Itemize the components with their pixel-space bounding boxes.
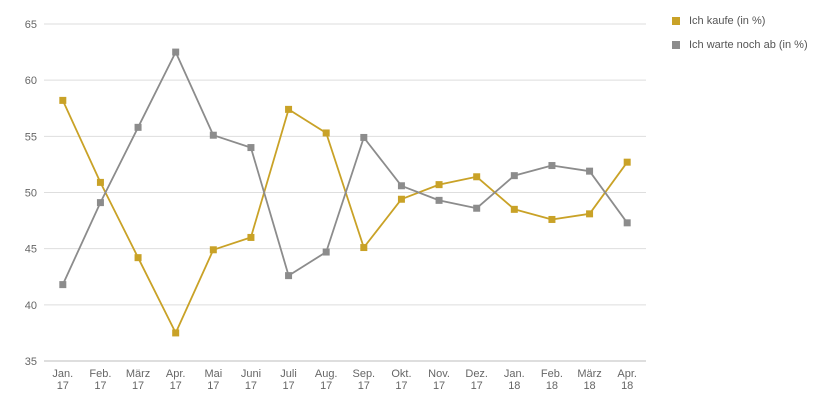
data-point-s2-9 (397, 182, 405, 190)
legend-item-series-1[interactable]: Ich kaufe (in %) (672, 14, 808, 28)
series-line-2 (61, 51, 628, 285)
data-point-s2-8 (360, 133, 368, 141)
legend-swatch-series-2 (672, 41, 680, 49)
data-point-s2-14 (586, 167, 594, 175)
y-tick-label-50: 50 (25, 188, 37, 200)
legend: Ich kaufe (in %) Ich warte noch ab (in %… (672, 14, 808, 62)
data-point-s1-11 (473, 173, 481, 181)
series-line-1 (61, 100, 628, 334)
series-lines (61, 51, 628, 334)
data-point-s2-10 (435, 196, 443, 204)
y-tick-label-35: 35 (25, 356, 37, 368)
data-point-s2-15 (623, 219, 631, 227)
legend-item-series-2[interactable]: Ich warte noch ab (in %) (672, 38, 808, 52)
data-point-s1-10 (435, 181, 443, 189)
data-point-s1-15 (623, 158, 631, 166)
data-point-s1-14 (586, 210, 594, 218)
x-tick-label-1: Feb. 17 (89, 368, 111, 392)
x-tick-label-12: Jan. 18 (504, 368, 525, 392)
data-point-s2-6 (285, 272, 293, 280)
y-tick-label-55: 55 (25, 131, 37, 143)
x-tick-label-2: März 17 (126, 368, 150, 392)
data-point-s2-13 (548, 162, 556, 170)
x-tick-label-7: Aug. 17 (315, 368, 338, 392)
data-point-s1-13 (548, 215, 556, 223)
x-tick-label-9: Okt. 17 (391, 368, 411, 392)
data-point-s1-4 (209, 246, 217, 254)
x-tick-label-13: Feb. 18 (541, 368, 563, 392)
x-tick-label-15: Apr. 18 (617, 368, 637, 392)
legend-swatch-series-1 (672, 17, 680, 25)
data-point-s1-2 (134, 254, 142, 262)
y-tick-label-45: 45 (25, 244, 37, 256)
x-tick-label-5: Juni 17 (241, 368, 261, 392)
x-tick-label-3: Apr. 17 (166, 368, 186, 392)
data-point-s2-11 (473, 204, 481, 212)
x-tick-label-0: Jan. 17 (52, 368, 73, 392)
data-point-s2-2 (134, 123, 142, 131)
x-tick-label-4: Mai 17 (204, 368, 222, 392)
data-point-s1-1 (96, 178, 104, 186)
x-tick-label-11: Dez. 17 (465, 368, 488, 392)
legend-label-series-1: Ich kaufe (in %) (689, 15, 766, 27)
gridlines (44, 23, 646, 362)
y-axis: 35 40 45 50 55 60 65 (25, 19, 37, 368)
data-point-s2-7 (322, 248, 330, 256)
data-point-s1-5 (247, 233, 255, 241)
x-tick-label-8: Sep. 17 (352, 368, 375, 392)
y-tick-label-60: 60 (25, 75, 37, 87)
series-points (59, 48, 631, 337)
y-tick-label-65: 65 (25, 19, 37, 31)
data-point-s2-0 (59, 281, 67, 289)
data-point-s2-4 (209, 131, 217, 139)
y-tick-label-40: 40 (25, 300, 37, 312)
data-point-s1-7 (322, 129, 330, 137)
x-axis: Jan. 17 Feb. 17 März 17 Apr. 17 Mai 17 Juni 17 Juli 1… (52, 368, 637, 392)
data-point-s2-5 (247, 144, 255, 152)
x-tick-label-6: Juli 17 (280, 368, 297, 392)
legend-label-series-2: Ich warte noch ab (in %) (689, 39, 808, 51)
data-point-s1-0 (59, 96, 67, 104)
data-point-s2-12 (510, 172, 518, 180)
data-point-s2-1 (96, 199, 104, 207)
data-point-s1-8 (360, 244, 368, 252)
data-point-s1-3 (172, 329, 180, 337)
x-tick-label-14: März 18 (577, 368, 601, 392)
data-point-s1-9 (397, 195, 405, 203)
data-point-s1-6 (285, 105, 293, 113)
x-tick-label-10: Nov. 17 (428, 368, 450, 392)
data-point-s1-12 (510, 205, 518, 213)
data-point-s2-3 (172, 48, 180, 56)
